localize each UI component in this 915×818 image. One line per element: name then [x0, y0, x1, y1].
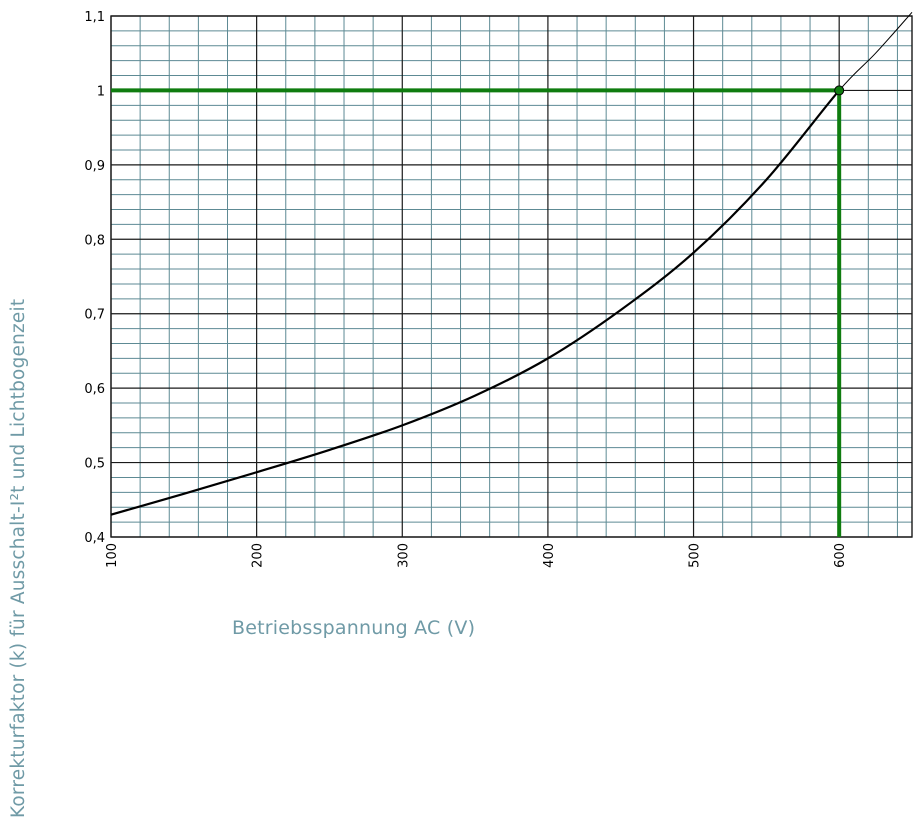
x-tick-label: 500 — [688, 543, 703, 568]
y-tick-label: 0,5 — [84, 457, 105, 472]
x-tick-label: 300 — [396, 543, 411, 568]
plot-frame — [110, 15, 913, 538]
x-tick-label: 100 — [105, 543, 120, 568]
curve-line — [110, 89, 841, 516]
curve-extension-line — [838, 11, 913, 91]
y-tick-label: 0,6 — [84, 382, 105, 397]
y-axis-label-container: Korrekturfaktor (k) für Ausschalt-I²t un… — [0, 0, 40, 818]
x-tick-label: 400 — [542, 543, 557, 568]
x-tick-label: 200 — [251, 543, 266, 568]
x-tick-label: 600 — [833, 543, 848, 568]
highlight-point — [834, 85, 845, 96]
y-axis-label: Korrekturfaktor (k) für Ausschalt-I²t un… — [8, 298, 29, 818]
plot-background — [111, 16, 912, 537]
y-tick-label: 0,4 — [84, 531, 105, 546]
y-tick-label: 0,8 — [84, 233, 105, 248]
y-tick-label: 1 — [97, 84, 105, 99]
y-tick-label: 1,1 — [84, 10, 105, 25]
y-tick-label: 0,9 — [84, 159, 105, 174]
x-axis-label: Betriebsspannung AC (V) — [232, 617, 476, 639]
y-tick-label: 0,7 — [84, 308, 105, 323]
